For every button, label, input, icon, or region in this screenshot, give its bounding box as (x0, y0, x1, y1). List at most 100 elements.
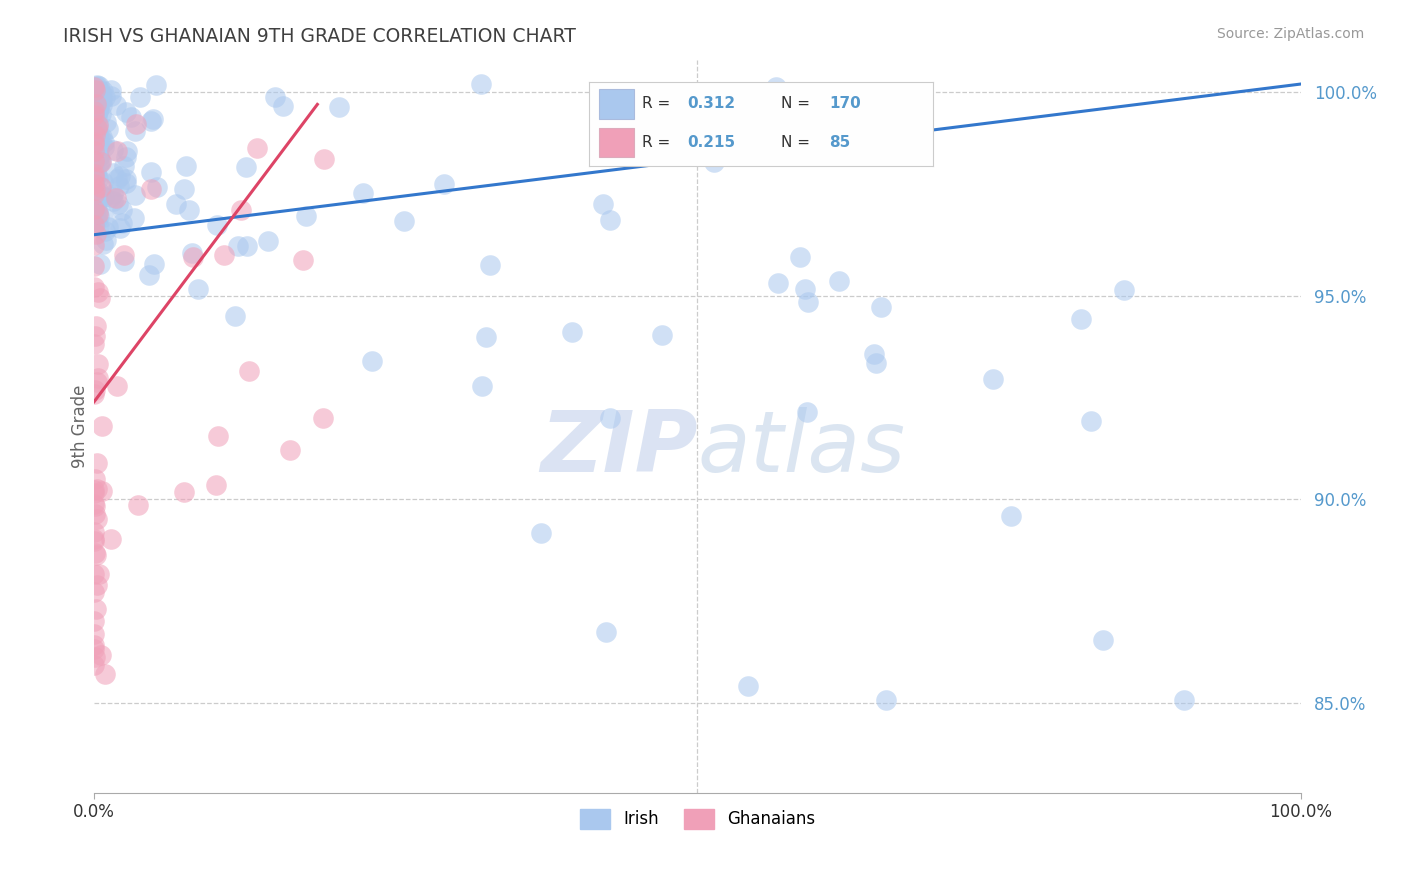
Point (86, 120, 108, 135)
Point (83, 260, 105, 274)
Point (83, 187, 105, 202)
Point (90, 155, 112, 169)
Point (1070, 311, 1092, 326)
Point (105, 172, 128, 186)
Point (84, 207, 107, 221)
Point (87, 566, 110, 581)
Point (83, 641, 105, 656)
Point (94, 233, 117, 247)
Point (91, 175, 114, 189)
Point (83, 202, 105, 216)
Point (84, 197, 107, 211)
Point (108, 179, 131, 194)
Point (479, 258, 502, 272)
Point (83, 136, 105, 151)
Point (143, 257, 166, 271)
Point (89, 130, 111, 145)
Point (83, 172, 105, 186)
Point (89, 291, 111, 305)
Point (93, 190, 115, 204)
Point (703, 155, 725, 169)
Point (84, 328, 107, 343)
Point (138, 268, 160, 283)
Point (94, 89, 117, 103)
Point (100, 88, 122, 103)
Point (86, 457, 108, 471)
Point (107, 196, 129, 211)
Point (83, 383, 105, 397)
Point (87, 186, 110, 200)
Point (115, 144, 138, 158)
Point (120, 111, 142, 125)
Point (146, 180, 169, 194)
Point (115, 150, 138, 164)
Point (291, 253, 314, 268)
Point (83, 498, 105, 512)
Point (91, 237, 114, 252)
Point (86, 212, 108, 227)
Point (87, 118, 110, 132)
Point (83, 167, 105, 181)
Point (561, 325, 583, 339)
Point (83, 627, 105, 641)
Point (83, 483, 105, 497)
Point (86, 83, 108, 97)
Point (112, 159, 135, 173)
Point (83, 122, 105, 136)
Point (112, 253, 135, 268)
Point (125, 117, 148, 131)
Point (89, 79, 111, 94)
Point (83, 532, 105, 546)
Point (86, 88, 108, 103)
Point (90, 91, 112, 105)
Point (83, 614, 105, 628)
Point (1112, 283, 1135, 297)
Point (83, 170, 105, 185)
Point (105, 191, 128, 205)
Point (105, 98, 128, 112)
Point (530, 526, 553, 541)
Point (83, 128, 105, 142)
Point (392, 214, 415, 228)
Text: IRISH VS GHANAIAN 9TH GRADE CORRELATION CHART: IRISH VS GHANAIAN 9TH GRADE CORRELATION … (63, 27, 576, 45)
Point (794, 282, 817, 296)
Point (875, 693, 897, 707)
Point (238, 363, 260, 377)
Point (86, 152, 108, 166)
Point (83, 144, 105, 158)
Point (86, 578, 108, 592)
Point (90, 190, 112, 204)
Point (174, 159, 197, 173)
Point (599, 213, 621, 227)
Point (83, 337, 105, 351)
Point (108, 169, 131, 184)
Point (83, 238, 105, 252)
Point (84, 171, 107, 186)
Point (205, 218, 228, 232)
Point (86, 148, 108, 162)
Point (91, 93, 114, 107)
Point (651, 328, 673, 343)
Point (86, 78, 108, 93)
Point (114, 172, 136, 186)
Point (89, 154, 111, 169)
Point (100, 83, 122, 97)
Point (91, 210, 114, 224)
Point (865, 356, 887, 370)
Point (90, 154, 112, 169)
Point (122, 211, 145, 225)
Point (83, 103, 105, 117)
Point (87, 370, 110, 384)
Point (181, 250, 204, 264)
Point (83, 387, 105, 401)
Point (83, 188, 105, 202)
Point (87, 357, 110, 371)
Point (797, 294, 820, 309)
Point (471, 379, 494, 393)
Point (83, 195, 105, 210)
Point (111, 202, 134, 217)
Point (84, 199, 107, 213)
Point (789, 250, 811, 264)
Point (145, 78, 167, 93)
Point (91, 418, 114, 433)
